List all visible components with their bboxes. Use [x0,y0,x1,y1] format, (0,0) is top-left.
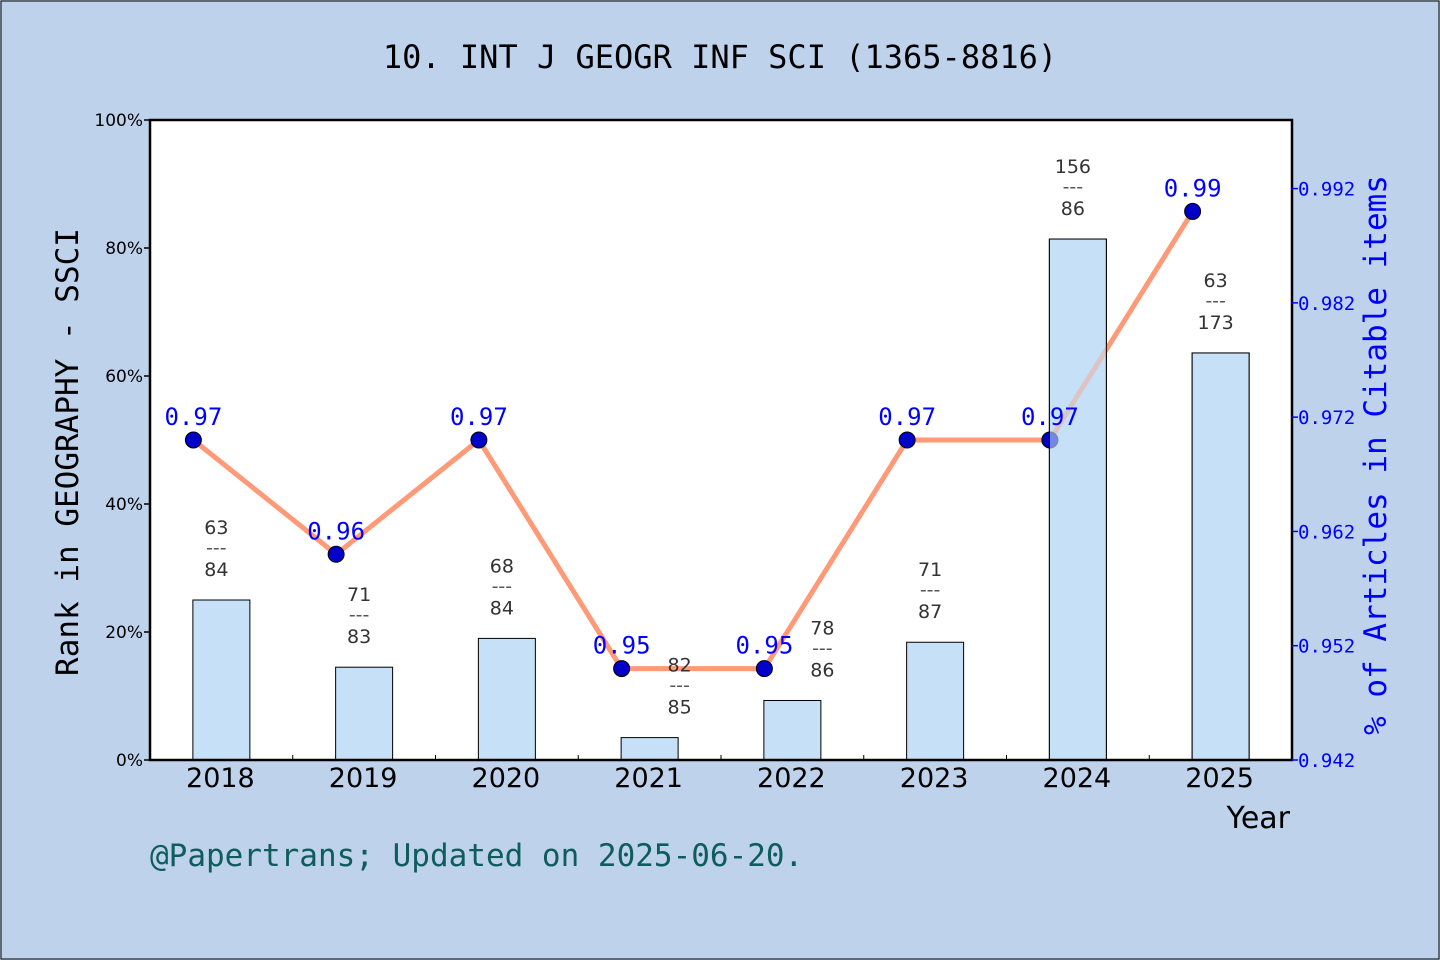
line-value-label: 0.97 [450,403,508,431]
y-axis-right-label: % of Articles in Citable items [1358,175,1394,735]
bar-separator: --- [492,575,513,597]
line-value-label: 0.97 [164,403,222,431]
footer-credit: @Papertrans; Updated on 2025-06-20. [150,838,803,874]
x-tick-label: 2023 [900,763,969,794]
bar-total-label: 173 [1197,312,1233,334]
bar-rank-label: 156 [1055,156,1091,178]
x-tick-label: 2024 [1043,763,1112,794]
bar-2018 [192,599,251,761]
line-value-label: 0.95 [735,632,793,660]
y-axis-left-label: Rank in GEOGRAPHY - SSCI [50,228,86,676]
line-point-2023 [898,431,916,449]
x-tick-label: 2019 [329,763,398,794]
x-tick-label: 2020 [472,763,541,794]
line-point-2019 [327,545,345,563]
y-right-tick-label: 0.972 [1298,407,1355,429]
x-axis-label: Year [1225,801,1290,836]
y-left-tick-label: 80% [105,239,143,259]
line-point-2025 [1184,202,1202,220]
y-left-tick-label: 60% [105,367,143,387]
bar-rank-label: 71 [918,559,942,581]
line-value-label: 0.99 [1164,174,1222,202]
bar-total-label: 87 [918,601,942,623]
x-tick-label: 2022 [757,763,826,794]
bar-overlay-2024 [1048,238,1107,761]
bar-separator: --- [920,579,941,601]
x-tick-label: 2025 [1185,763,1254,794]
bar-separator: --- [206,537,227,559]
bar-overlay-2025 [1191,352,1250,761]
bar-rank-label: 63 [1204,270,1228,292]
bar-separator: --- [669,675,690,697]
bar-total-label: 83 [347,626,371,648]
line-point-2021 [613,660,631,678]
bar-2019 [335,666,394,761]
y-right-tick-label: 0.942 [1298,750,1355,772]
y-right-tick-label: 0.952 [1298,636,1355,658]
line-value-label: 0.97 [878,403,936,431]
bar-rank-label: 78 [810,617,834,639]
bar-2022 [763,699,822,761]
bar-total-label: 84 [490,597,514,619]
bar-total-label: 86 [1061,198,1085,220]
bar-separator: --- [1063,176,1084,198]
bar-total-label: 85 [668,697,692,719]
bar-2020 [477,637,536,761]
y-left-tick-label: 20% [105,623,143,643]
bar-separator: --- [349,604,370,626]
bar-separator: --- [812,637,833,659]
x-tick-label: 2021 [614,763,683,794]
bar-2023 [906,641,965,761]
bar-rank-label: 82 [668,655,692,677]
y-right-tick-label: 0.962 [1298,521,1355,543]
bar-separator: --- [1205,290,1226,312]
bar-2021 [620,737,679,761]
y-left-tick-label: 0% [116,751,143,771]
x-tick-label: 2018 [186,763,255,794]
line-value-label: 0.96 [307,517,365,545]
line-value-label: 0.95 [593,632,651,660]
line-value-label: 0.97 [1021,403,1079,431]
bar-total-label: 84 [204,559,228,581]
chart-title: 10. INT J GEOGR INF SCI (1365-8816) [383,38,1057,76]
line-point-2018 [184,431,202,449]
line-series [191,210,1195,672]
line-point-2022 [755,660,773,678]
bar-rank-label: 71 [347,584,371,606]
line-point-2020 [470,431,488,449]
y-left-tick-label: 100% [94,111,143,131]
y-right-tick-label: 0.992 [1298,179,1355,201]
bar-rank-label: 68 [490,555,514,577]
plot-area [150,120,1292,760]
y-right-tick-label: 0.982 [1298,293,1355,315]
bar-rank-label: 63 [204,517,228,539]
bar-total-label: 86 [810,659,834,681]
y-left-tick-label: 40% [105,495,143,515]
